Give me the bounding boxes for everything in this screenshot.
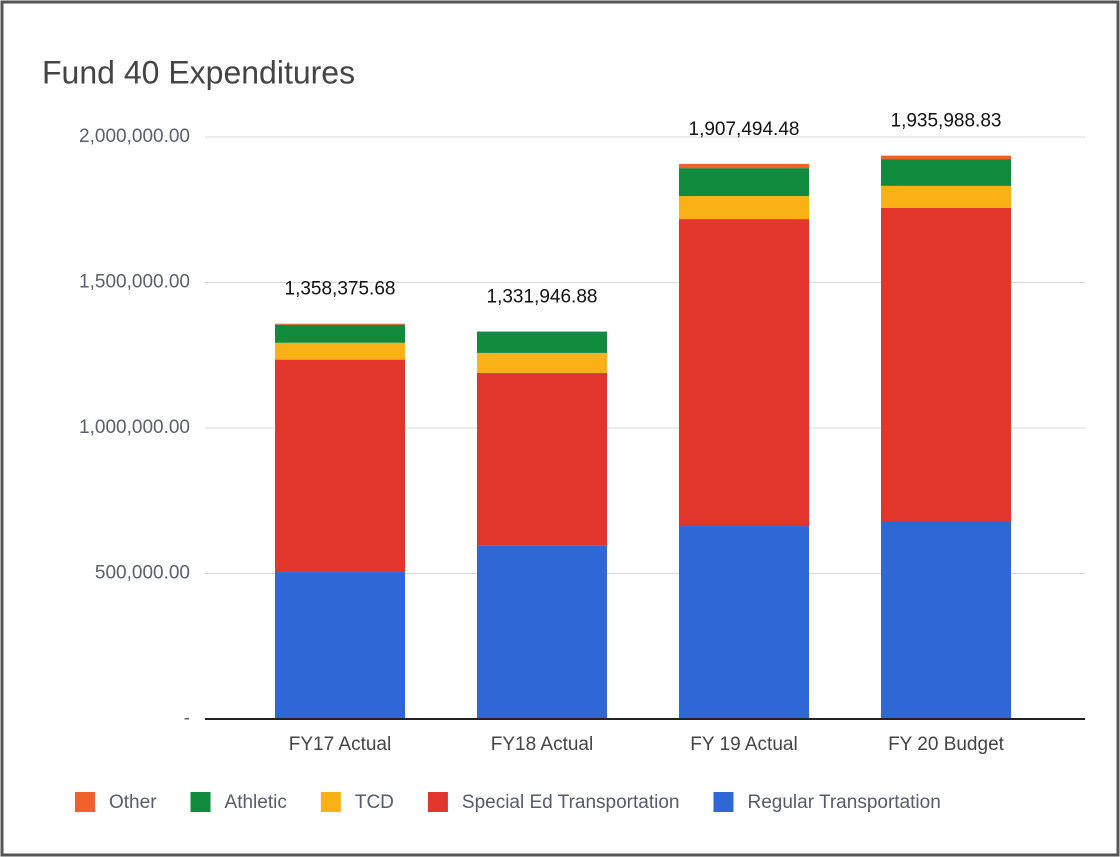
y-tick-label: 1,500,000.00 [79,272,190,293]
bar-segment [275,572,405,719]
legend-swatch [427,792,448,812]
bar-segment [679,168,809,197]
legend-label: TCD [355,792,394,813]
legend-swatch [75,792,95,812]
y-tick-label: 2,000,000.00 [79,126,190,147]
bar-segment [679,526,809,719]
legend-swatch [190,792,211,812]
legend-swatch [320,792,341,812]
legend-swatch [713,792,734,812]
bar-segment [679,163,809,169]
chart-title: Fund 40 Expenditures [42,54,355,90]
bar-segment [881,155,1011,160]
bar-segment [477,545,607,719]
total-label: 1,907,494.48 [689,119,800,140]
legend-label: Other [109,792,157,813]
x-tick-label: FY17 Actual [289,734,391,755]
bar-segment [881,159,1011,186]
x-tick-label: FY18 Actual [491,734,593,755]
bar-segment [477,373,607,546]
y-tick-label: - [184,708,190,729]
bar-segment [275,324,405,343]
y-tick-label: 500,000.00 [95,563,190,584]
bar-segment [275,342,405,360]
bar-segment [881,208,1011,522]
bar-segment [881,521,1011,719]
bar-segment [477,331,607,353]
bar-segment [275,323,405,325]
legend-label: Athletic [225,792,287,813]
total-label: 1,358,375.68 [285,279,396,300]
total-label: 1,935,988.83 [891,111,1002,132]
y-tick-label: 1,000,000.00 [79,417,190,438]
total-label: 1,331,946.88 [487,286,598,307]
legend-label: Regular Transportation [747,792,940,813]
x-tick-label: FY 20 Budget [888,734,1005,755]
bar-segment [679,196,809,220]
bar-segment [679,219,809,527]
bar-segment [477,331,607,332]
bar-segment [477,352,607,374]
legend-label: Special Ed Transportation [462,792,680,813]
bar-segment [275,359,405,573]
x-tick-label: FY 19 Actual [690,734,797,755]
bar-segment [881,185,1011,209]
